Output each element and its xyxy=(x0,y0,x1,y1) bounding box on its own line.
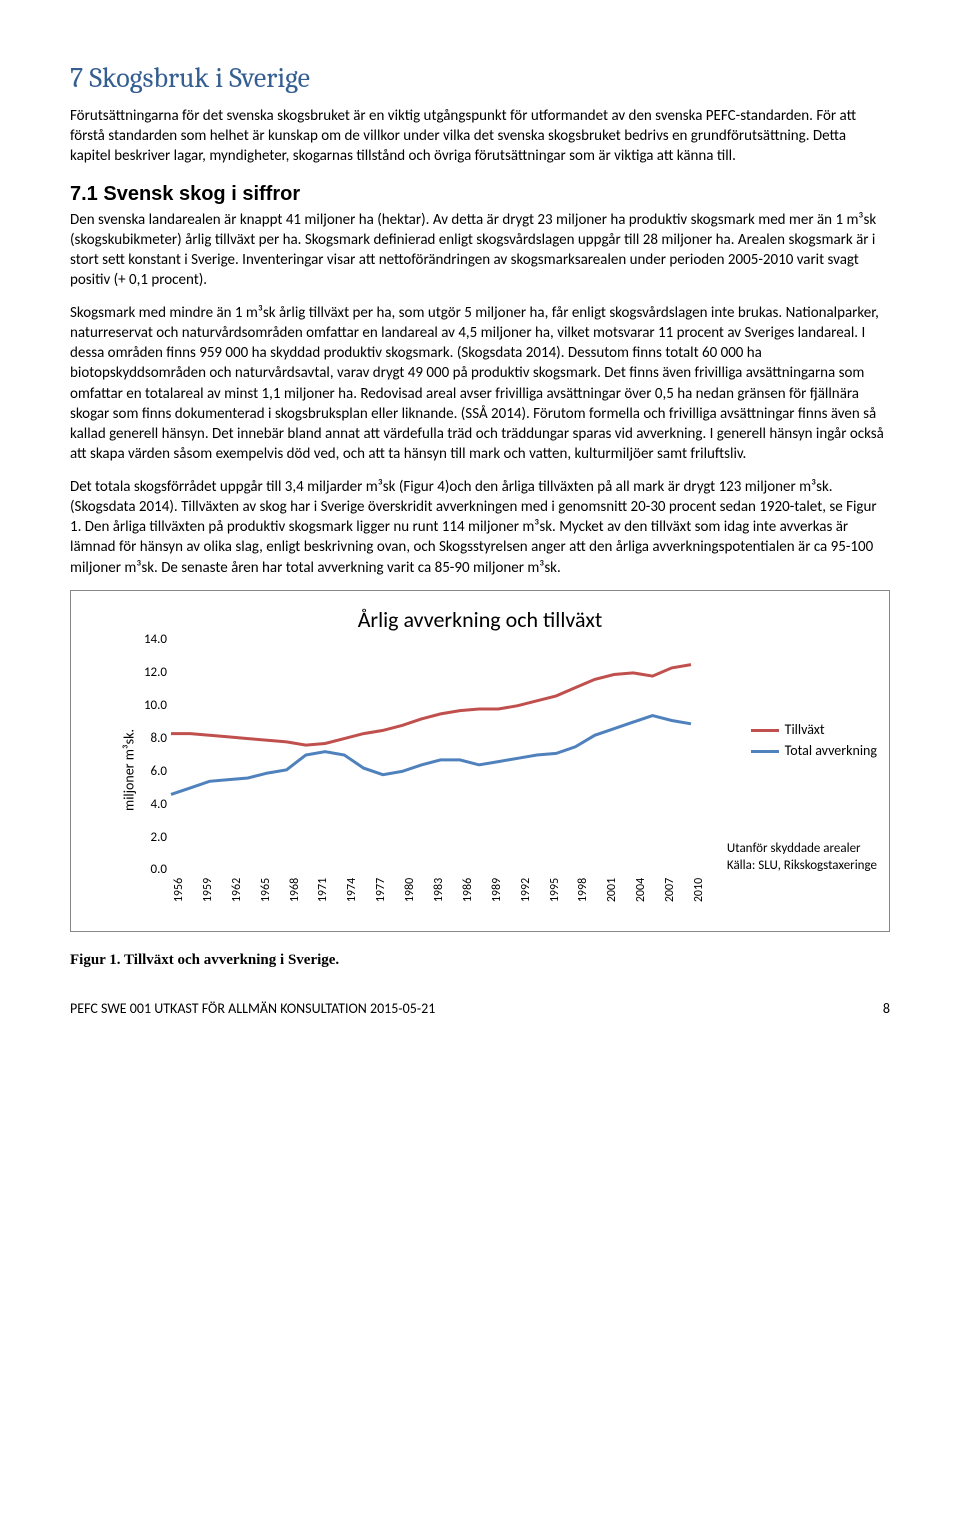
chart-svg xyxy=(171,640,691,870)
chapter-heading: 7 Skogsbruk i Sverige xyxy=(70,60,890,98)
chart-line-total-avverkning xyxy=(171,716,691,795)
x-tick-label: 2010 xyxy=(691,878,703,902)
chart-note-line1: Utanför skyddade arealer xyxy=(727,841,877,858)
x-tick-label: 1968 xyxy=(287,878,299,902)
footer-page-number: 8 xyxy=(883,1000,890,1019)
legend-swatch xyxy=(751,750,779,753)
chart-legend: Tillväxt Total avverkning xyxy=(751,721,877,763)
x-tick-label: 1974 xyxy=(344,878,356,902)
x-tick-label: 1965 xyxy=(258,878,270,902)
y-tick-label: 4.0 xyxy=(133,796,167,814)
x-tick-label: 1980 xyxy=(402,878,414,902)
x-tick-label: 1986 xyxy=(460,878,472,902)
legend-item-avverkning: Total avverkning xyxy=(751,742,877,761)
x-tick-label: 1989 xyxy=(489,878,501,902)
paragraph-4: Det totala skogsförrådet uppgår till 3,4… xyxy=(70,477,890,578)
y-tick-label: 12.0 xyxy=(133,665,167,683)
y-tick-label: 0.0 xyxy=(133,862,167,880)
paragraph-2: Den svenska landarealen är knappt 41 mil… xyxy=(70,210,890,291)
x-tick-label: 2004 xyxy=(633,878,645,902)
section-heading: 7.1 Svensk skog i siffror xyxy=(70,181,890,208)
chart-title: Årlig avverkning och tillväxt xyxy=(81,605,879,635)
page-footer: PEFC SWE 001 UTKAST FÖR ALLMÄN KONSULTAT… xyxy=(70,1000,890,1019)
paragraph-intro: Förutsättningarna för det svenska skogsb… xyxy=(70,106,890,167)
y-tick-label: 2.0 xyxy=(133,829,167,847)
legend-label: Tillväxt xyxy=(785,721,825,740)
legend-swatch xyxy=(751,729,779,732)
x-tick-label: 1983 xyxy=(431,878,443,902)
x-tick-label: 1992 xyxy=(518,878,530,902)
x-tick-label: 2007 xyxy=(662,878,674,902)
x-tick-label: 1962 xyxy=(229,878,241,902)
x-tick-label: 1971 xyxy=(315,878,327,902)
y-tick-label: 14.0 xyxy=(133,632,167,650)
plot-area xyxy=(171,640,691,870)
chart-line-tillväxt xyxy=(171,665,691,746)
legend-item-tillvaxt: Tillväxt xyxy=(751,721,877,740)
y-tick-label: 10.0 xyxy=(133,697,167,715)
x-tick-label: 1998 xyxy=(575,878,587,902)
x-tick-label: 1959 xyxy=(200,878,212,902)
y-tick-label: 8.0 xyxy=(133,730,167,748)
chart-container: Årlig avverkning och tillväxt miljoner m… xyxy=(70,590,890,932)
legend-label: Total avverkning xyxy=(785,742,877,761)
x-tick-label: 1956 xyxy=(171,878,183,902)
chart-note-line2: Källa: SLU, Rikskogstaxeringe xyxy=(727,858,877,875)
y-tick-label: 6.0 xyxy=(133,763,167,781)
x-tick-label: 1995 xyxy=(547,878,559,902)
x-tick-label: 2001 xyxy=(604,878,616,902)
chart-note: Utanför skyddade arealer Källa: SLU, Rik… xyxy=(727,841,877,875)
paragraph-3: Skogsmark med mindre än 1 m³sk årlig til… xyxy=(70,303,890,465)
figure-caption: Figur 1. Tillväxt och avverkning i Sveri… xyxy=(70,950,890,970)
x-tick-label: 1977 xyxy=(373,878,385,902)
footer-left: PEFC SWE 001 UTKAST FÖR ALLMÄN KONSULTAT… xyxy=(70,1000,435,1019)
